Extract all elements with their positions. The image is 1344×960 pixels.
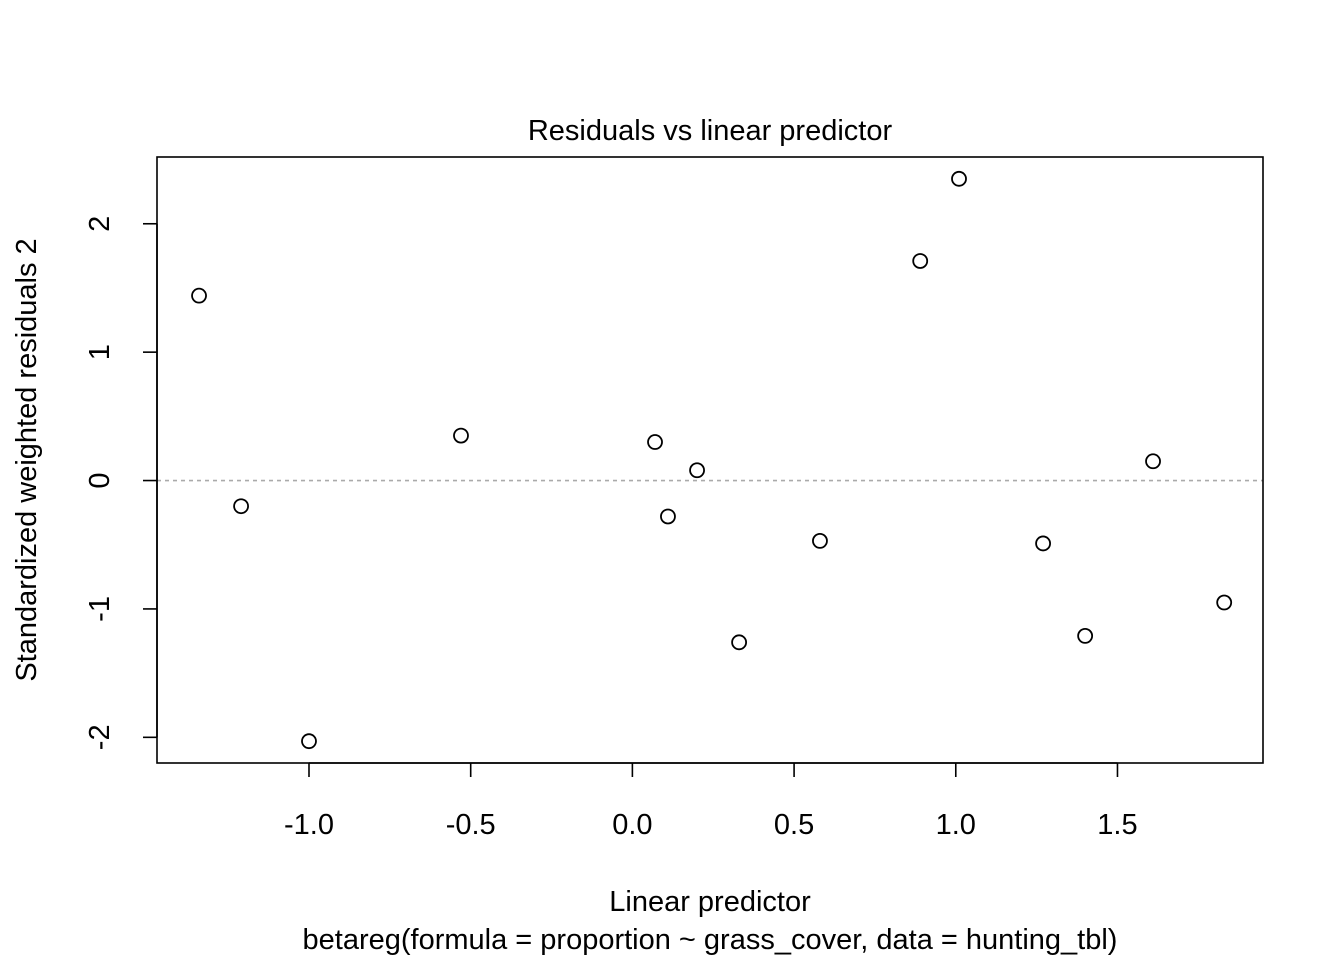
data-point xyxy=(1035,535,1051,552)
x-tick-label: 0.5 xyxy=(774,809,814,841)
data-point xyxy=(647,434,663,450)
y-tick-label: -2 xyxy=(84,724,116,750)
data-point xyxy=(1216,594,1233,611)
x-tick-label: -0.5 xyxy=(446,809,496,841)
y-axis-label: Standardized weighted residuals 2 xyxy=(11,238,43,681)
y-axis: -2 -1 0 1 2 xyxy=(84,216,158,750)
data-point xyxy=(1077,627,1094,644)
x-tick-label: 0.0 xyxy=(612,809,652,841)
data-point xyxy=(660,508,676,525)
data-point xyxy=(301,733,317,750)
data-point xyxy=(689,462,705,479)
x-tick-label: 1.0 xyxy=(936,809,976,841)
x-axis-label: Linear predictor xyxy=(609,886,811,918)
y-tick-label: -1 xyxy=(84,596,116,622)
data-point xyxy=(191,287,207,304)
y-tick-label: 2 xyxy=(84,216,116,232)
data-point xyxy=(951,170,967,187)
y-tick-label: 1 xyxy=(84,344,116,360)
data-point xyxy=(1145,453,1161,470)
x-tick-label: -1.0 xyxy=(284,809,334,841)
data-point xyxy=(912,253,929,269)
chart-subtitle: betareg(formula = proportion ~ grass_cov… xyxy=(303,924,1118,956)
data-point xyxy=(453,427,469,444)
data-point xyxy=(812,532,828,549)
chart-title: Residuals vs linear predictor xyxy=(528,115,893,147)
plot-frame xyxy=(156,156,1264,764)
x-tick-label: 1.5 xyxy=(1097,809,1137,841)
data-point xyxy=(233,498,249,515)
x-axis: -1.0 -0.5 0.0 0.5 1.0 1.5 xyxy=(284,762,1138,841)
y-tick-label: 0 xyxy=(84,472,116,488)
data-point xyxy=(731,634,748,651)
